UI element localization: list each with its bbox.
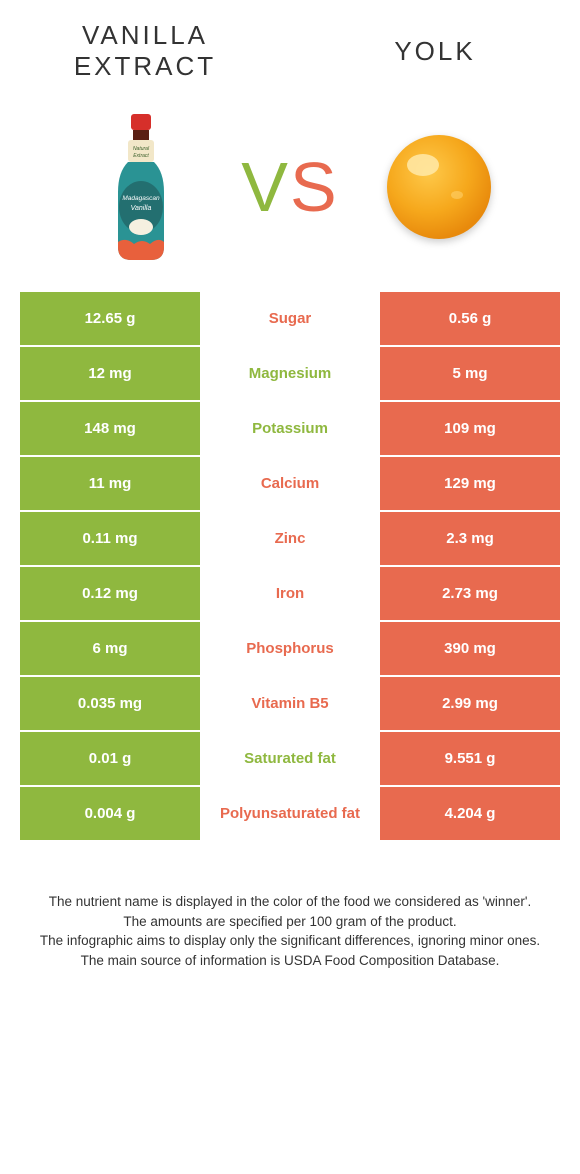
- nutrition-row: 0.11 mgZinc2.3 mg: [20, 512, 560, 567]
- value-right: 109 mg: [380, 402, 560, 455]
- footer-line3: The infographic aims to display only the…: [20, 931, 560, 951]
- value-left: 6 mg: [20, 622, 200, 675]
- value-left: 0.12 mg: [20, 567, 200, 620]
- bottle-icon: Natural Extract Madagascan Vanilla: [106, 112, 176, 262]
- nutrition-row: 0.12 mgIron2.73 mg: [20, 567, 560, 622]
- value-left: 12 mg: [20, 347, 200, 400]
- value-right: 2.3 mg: [380, 512, 560, 565]
- nutrition-row: 6 mgPhosphorus390 mg: [20, 622, 560, 677]
- footer-line4: The main source of information is USDA F…: [20, 951, 560, 971]
- value-right: 2.99 mg: [380, 677, 560, 730]
- nutrition-row: 12 mgMagnesium5 mg: [20, 347, 560, 402]
- images-row: Natural Extract Madagascan Vanilla VS: [0, 92, 580, 292]
- value-left: 12.65 g: [20, 292, 200, 345]
- nutrition-table: 12.65 gSugar0.56 g12 mgMagnesium5 mg148 …: [20, 292, 560, 842]
- nutrition-row: 0.004 gPolyunsaturated fat4.204 g: [20, 787, 560, 842]
- nutrient-label: Polyunsaturated fat: [200, 787, 380, 840]
- value-right: 129 mg: [380, 457, 560, 510]
- nutrient-label: Iron: [200, 567, 380, 620]
- yolk-image: [369, 127, 509, 247]
- nutrient-label: Vitamin B5: [200, 677, 380, 730]
- value-right: 0.56 g: [380, 292, 560, 345]
- value-left: 0.01 g: [20, 732, 200, 785]
- header-right: YOLK: [290, 20, 580, 82]
- svg-text:Madagascan: Madagascan: [123, 195, 161, 202]
- nutrition-row: 0.035 mgVitamin B52.99 mg: [20, 677, 560, 732]
- value-right: 4.204 g: [380, 787, 560, 840]
- nutrition-row: 12.65 gSugar0.56 g: [20, 292, 560, 347]
- svg-text:Natural: Natural: [133, 146, 150, 152]
- vs-text: VS: [241, 147, 338, 227]
- value-left: 0.035 mg: [20, 677, 200, 730]
- value-right: 390 mg: [380, 622, 560, 675]
- header-left-line1: VANILLA: [0, 20, 290, 51]
- value-right: 9.551 g: [380, 732, 560, 785]
- nutrient-label: Zinc: [200, 512, 380, 565]
- footer-line1: The nutrient name is displayed in the co…: [20, 892, 560, 912]
- footer-line2: The amounts are specified per 100 gram o…: [20, 912, 560, 932]
- value-right: 2.73 mg: [380, 567, 560, 620]
- vs-s: S: [290, 148, 339, 226]
- nutrient-label: Calcium: [200, 457, 380, 510]
- header-left: VANILLA EXTRACT: [0, 20, 290, 82]
- value-left: 11 mg: [20, 457, 200, 510]
- header-left-line2: EXTRACT: [0, 51, 290, 82]
- svg-text:Extract: Extract: [134, 153, 150, 159]
- nutrient-label: Phosphorus: [200, 622, 380, 675]
- vs-v: V: [241, 148, 290, 226]
- nutrition-row: 11 mgCalcium129 mg: [20, 457, 560, 512]
- value-left: 0.11 mg: [20, 512, 200, 565]
- value-left: 148 mg: [20, 402, 200, 455]
- nutrition-row: 0.01 gSaturated fat9.551 g: [20, 732, 560, 787]
- value-right: 5 mg: [380, 347, 560, 400]
- nutrient-label: Sugar: [200, 292, 380, 345]
- value-left: 0.004 g: [20, 787, 200, 840]
- header-right-text: YOLK: [394, 36, 475, 67]
- nutrient-label: Saturated fat: [200, 732, 380, 785]
- yolk-icon: [379, 127, 499, 247]
- nutrient-label: Potassium: [200, 402, 380, 455]
- nutrient-label: Magnesium: [200, 347, 380, 400]
- nutrition-row: 148 mgPotassium109 mg: [20, 402, 560, 457]
- vanilla-bottle-image: Natural Extract Madagascan Vanilla: [71, 112, 211, 262]
- header-row: VANILLA EXTRACT YOLK: [0, 0, 580, 92]
- svg-text:Vanilla: Vanilla: [131, 205, 152, 212]
- footer-text: The nutrient name is displayed in the co…: [20, 892, 560, 970]
